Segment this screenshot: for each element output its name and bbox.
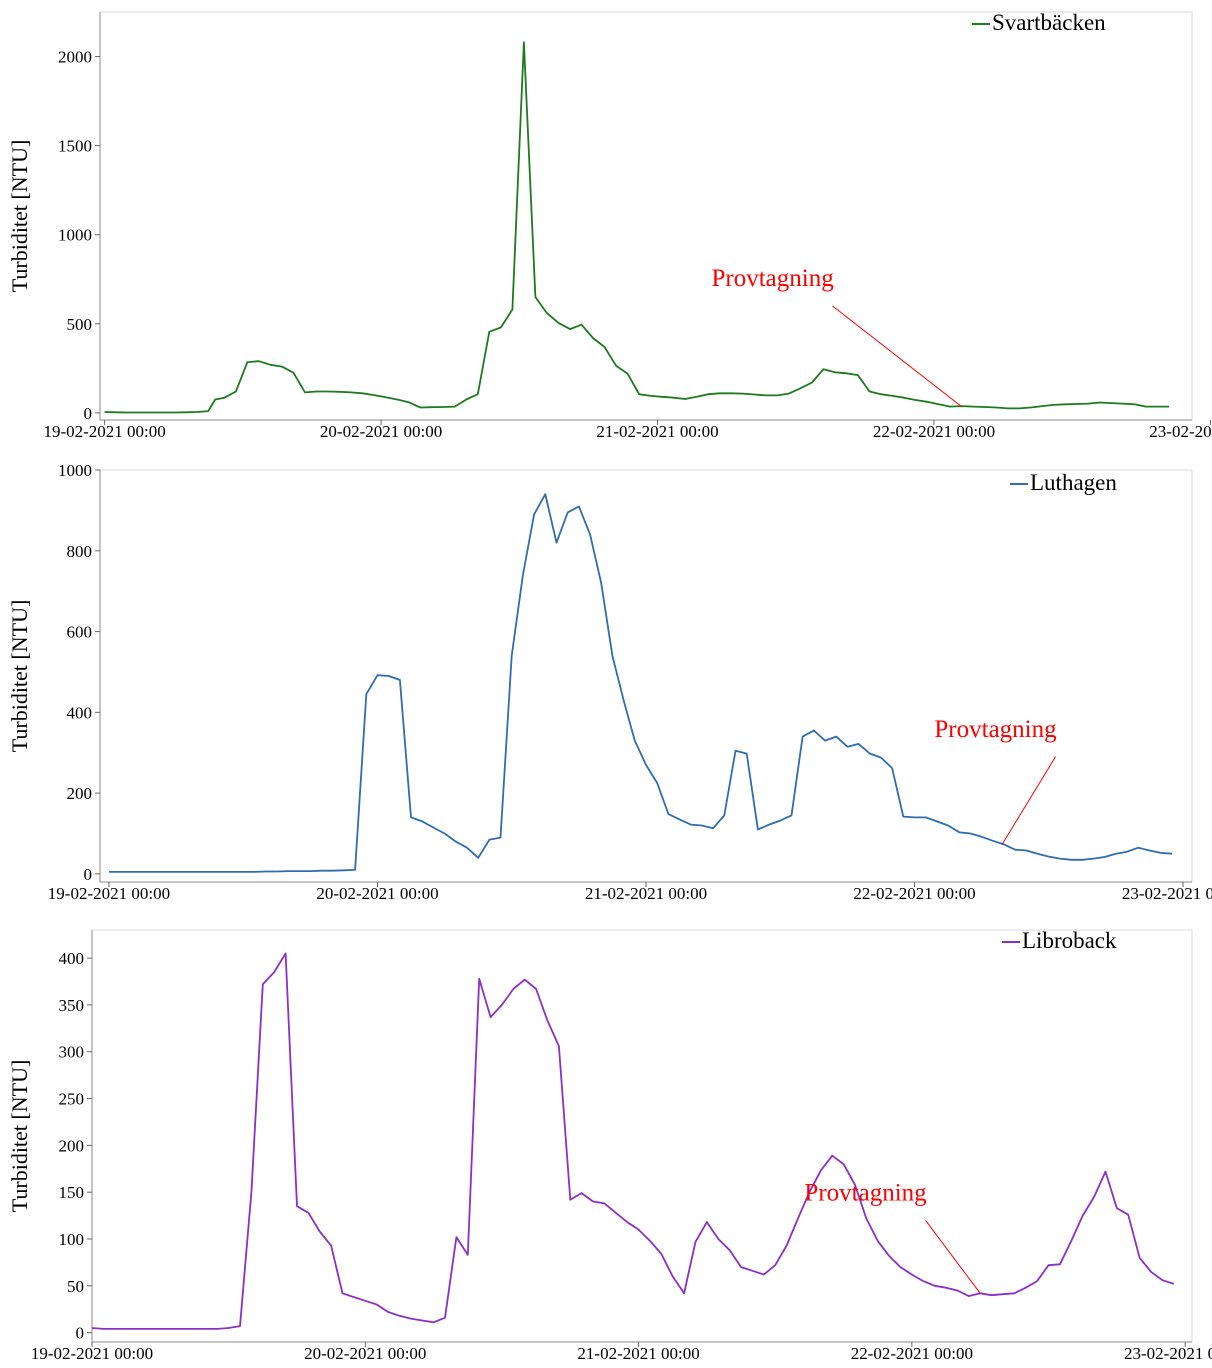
- annotation-pointer: [925, 1219, 981, 1294]
- annotation-label: Provtagning: [934, 716, 1057, 743]
- y-tick-label: 200: [59, 1136, 85, 1155]
- x-tick-label: 21-02-2021 00:00: [585, 884, 707, 903]
- y-tick-label: 150: [59, 1183, 85, 1202]
- chart-libroback: 0 50 100 150 200 250 300 350 400 19-02-2021 00:00…: [7, 928, 1212, 1363]
- y-axis-label: Turbiditet [NTU]: [7, 1060, 32, 1213]
- chart-panel-libroback: 0 50 100 150 200 250 300 350 400 19-02-2021 00:00…: [0, 920, 1212, 1368]
- annotation-label: Provtagning: [804, 1179, 927, 1206]
- y-tick-label: 1500: [58, 137, 92, 156]
- chart-luthagen: 0 200 400 600 800 1000 19-02-2021 00:00 20-02-2…: [7, 461, 1212, 903]
- y-tick-label: 100: [59, 1230, 85, 1249]
- legend-label: Luthagen: [1030, 470, 1117, 495]
- x-tick-label: 23-02-2021 00:00: [1124, 1344, 1212, 1363]
- y-tick-label: 800: [67, 542, 93, 561]
- y-tick-label: 600: [67, 623, 93, 642]
- y-tick-label: 350: [59, 996, 85, 1015]
- x-tick-label: 23-02-2021 00:00: [1149, 422, 1212, 441]
- chart-panel-luthagen: 0 200 400 600 800 1000 19-02-2021 00:00 20-02-2…: [0, 458, 1212, 920]
- x-tick-label: 21-02-2021 00:00: [596, 422, 718, 441]
- series-line: [109, 493, 1172, 873]
- plot-frame: [99, 11, 1193, 421]
- y-tick-label: 500: [67, 315, 93, 334]
- x-tick-label: 20-02-2021 00:00: [304, 1344, 426, 1363]
- y-tick-label: 250: [59, 1090, 85, 1109]
- y-tick-label: 400: [67, 703, 93, 722]
- x-tick-label: 22-02-2021 00:00: [873, 422, 995, 441]
- legend-label: Libroback: [1022, 928, 1117, 953]
- x-tick-label: 22-02-2021 00:00: [851, 1344, 973, 1363]
- x-tick-label: 19-02-2021 00:00: [48, 884, 170, 903]
- x-tick-label: 21-02-2021 00:00: [577, 1344, 699, 1363]
- plot-frame: [99, 469, 1193, 883]
- x-tick-label: 19-02-2021 00:00: [31, 1344, 153, 1363]
- annotation-pointer: [832, 305, 962, 408]
- chart-panel-svartbacken: 0 500 1000 1500 2000 19-02-2021 00:00 20-02-20…: [0, 0, 1212, 458]
- legend-label: Svartbäcken: [992, 10, 1106, 35]
- y-tick-label: 300: [59, 1043, 85, 1062]
- x-tick-label: 22-02-2021 00:00: [853, 884, 975, 903]
- annotation-pointer: [1001, 756, 1056, 846]
- y-tick-label: 0: [84, 404, 93, 423]
- chart-svartbacken: 0 500 1000 1500 2000 19-02-2021 00:00 20-02-20…: [7, 10, 1212, 441]
- x-tick-label: 20-02-2021 00:00: [320, 422, 442, 441]
- series-line: [104, 41, 1169, 414]
- y-tick-label: 400: [59, 949, 85, 968]
- x-tick-label: 23-02-2021 00:00: [1122, 884, 1212, 903]
- y-tick-label: 50: [67, 1277, 84, 1296]
- y-axis-label: Turbiditet [NTU]: [7, 140, 32, 293]
- y-tick-label: 200: [67, 784, 93, 803]
- annotation-label: Provtagning: [711, 265, 834, 292]
- x-tick-label: 20-02-2021 00:00: [316, 884, 438, 903]
- y-tick-label: 0: [84, 865, 93, 884]
- y-tick-label: 2000: [58, 48, 92, 67]
- x-tick-label: 19-02-2021 00:00: [43, 422, 165, 441]
- y-tick-label: 1000: [58, 461, 92, 480]
- y-tick-label: 1000: [58, 226, 92, 245]
- series-line: [91, 952, 1175, 1330]
- y-axis-label: Turbiditet [NTU]: [7, 600, 32, 753]
- plot-frame: [91, 929, 1193, 1343]
- y-tick-label: 0: [76, 1324, 85, 1343]
